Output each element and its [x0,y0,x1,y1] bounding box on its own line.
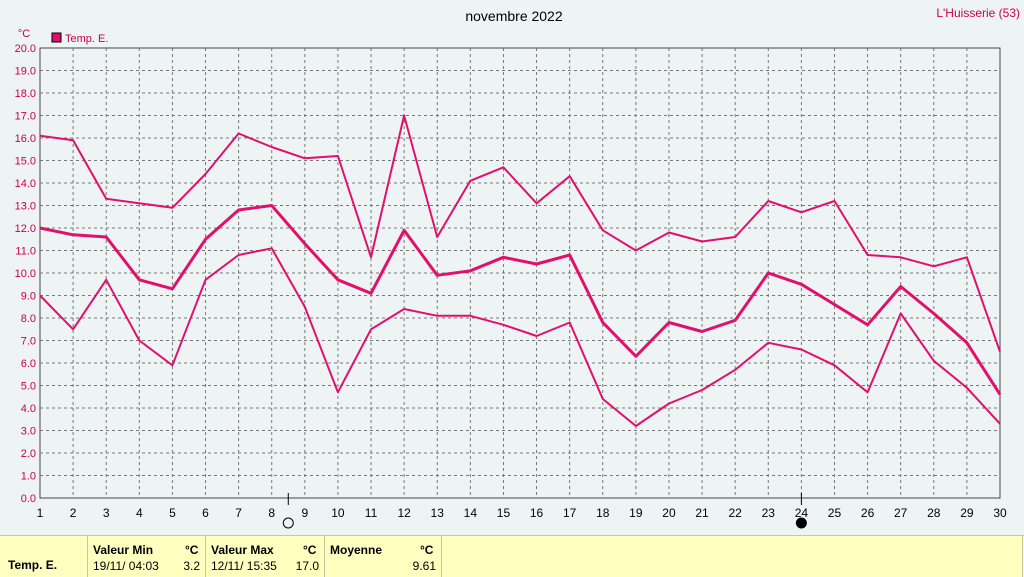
x-tick-label: 18 [596,506,610,520]
x-tick-label: 17 [563,506,577,520]
x-tick-label: 20 [662,506,676,520]
y-tick-label: 11.0 [15,246,36,258]
x-tick-label: 9 [301,506,308,520]
series-line [39,114,1001,353]
footer-series-label: Temp. E. [8,558,58,572]
legend-label: Temp. E. [65,33,108,45]
max-label: Valeur Max [211,543,274,557]
x-tick-label: 12 [397,506,411,520]
mean-label: Moyenne [330,543,383,557]
y-tick-label: 19.0 [15,66,36,78]
max-unit: °C [303,543,317,557]
chart-title: novembre 2022 [465,8,563,24]
footer-empty-cell [442,536,1023,577]
y-tick-label: 7.0 [21,336,36,348]
max-cell: Valeur Max °C 12/11/ 15:35 17.0 [206,536,325,577]
y-tick-label: 10.0 [15,268,36,280]
x-tick-label: 26 [861,506,875,520]
y-tick-label: 6.0 [21,358,36,370]
stats-footer: Temp. E. Valeur Min °C 19/11/ 04:03 3.2 … [0,535,1024,577]
x-tick-label: 29 [960,506,974,520]
max-date: 12/11/ 15:35 [211,559,277,573]
y-tick-label: 0.0 [21,493,36,505]
y-tick-label: 18.0 [15,88,36,100]
x-tick-label: 27 [894,506,908,520]
y-tick-label: 12.0 [15,223,36,235]
y-tick-label: 8.0 [21,313,36,325]
min-unit: °C [185,543,199,557]
x-tick-label: 11 [365,506,378,520]
y-tick-label: 4.0 [21,403,36,415]
min-value: 3.2 [183,559,200,573]
series-line [39,204,1002,396]
x-tick-label: 3 [103,506,110,520]
y-tick-label: 13.0 [15,201,36,213]
x-tick-label: 13 [431,506,445,520]
new-moon-icon [795,517,807,529]
x-tick-label: 7 [235,506,242,520]
x-tick-label: 25 [828,506,842,520]
x-tick-label: 8 [268,506,275,520]
x-tick-label: 28 [927,506,941,520]
x-tick-label: 30 [993,506,1007,520]
x-tick-label: 2 [70,506,77,520]
x-axis: 1 2 3 4 5 6 7 8 9 10 11 12 13 14 15 16 17 18 19 20 21 22 23 24 2… [37,506,1007,520]
full-moon-icon [282,517,294,529]
y-axis: 0.0 1.0 2.0 3.0 4.0 5.0 6.0 7.0 8.0 9.0 10.0 11.0 12… [15,43,36,505]
y-tick-label: 16.0 [15,133,36,145]
legend: Temp. E. [51,32,108,45]
min-label: Valeur Min [93,543,154,557]
x-tick-label: 24 [795,506,809,520]
x-tick-label: 14 [464,506,478,520]
y-tick-label: 14.0 [15,178,36,190]
y-tick-label: 15.0 [15,156,36,168]
footer-series-cell: Temp. E. [0,536,88,577]
y-tick-label: 20.0 [15,43,36,55]
x-tick-label: 19 [629,506,643,520]
series-lines [39,114,1002,427]
x-tick-label: 21 [695,506,709,520]
x-tick-label: 4 [136,506,143,520]
y-axis-unit: °C [18,28,30,40]
x-tick-label: 6 [202,506,209,520]
y-tick-label: 3.0 [21,426,36,438]
y-tick-label: 9.0 [21,291,36,303]
moon-phases [282,493,807,529]
max-value: 17.0 [295,559,319,573]
mean-cell: Moyenne °C 9.61 [325,536,442,577]
temperature-chart: novembre 2022 °C Temp. E. 0.0 1.0 2.0 3.0 4.… [15,8,1007,529]
x-tick-label: 16 [530,506,544,520]
y-tick-label: 17.0 [15,111,36,123]
legend-swatch [51,32,62,43]
x-tick-label: 23 [762,506,776,520]
min-date: 19/11/ 04:03 [93,559,159,573]
y-tick-label: 1.0 [21,471,36,483]
series-line [39,247,1001,427]
y-tick-label: 2.0 [21,448,36,460]
mean-unit: °C [420,543,434,557]
mean-value: 9.61 [412,559,436,573]
x-tick-label: 15 [497,506,511,520]
station-name: L'Huisserie (53) [936,6,1020,20]
grid [39,47,1001,499]
x-tick-label: 1 [37,506,44,520]
y-tick-label: 5.0 [21,381,36,393]
min-cell: Valeur Min °C 19/11/ 04:03 3.2 [88,536,206,577]
x-tick-label: 5 [169,506,176,520]
x-tick-label: 22 [728,506,742,520]
x-tick-label: 10 [331,506,345,520]
